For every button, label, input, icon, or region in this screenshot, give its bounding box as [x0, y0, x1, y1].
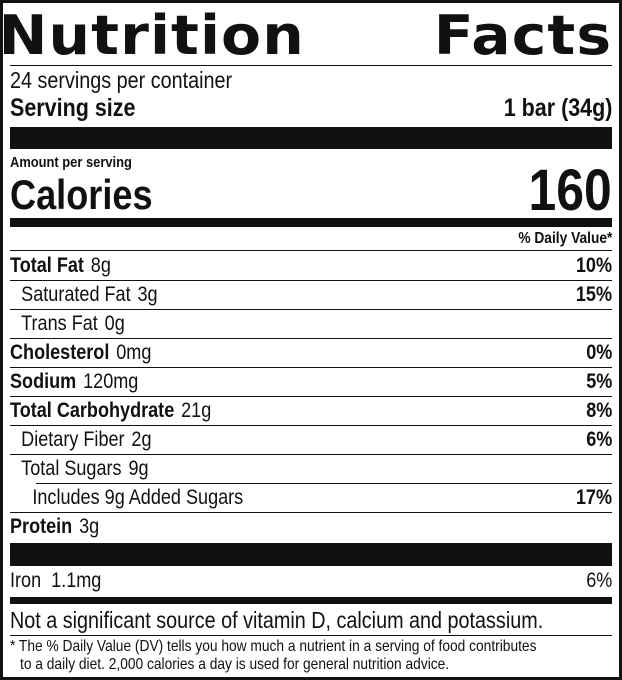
divider — [10, 512, 612, 513]
thick-bar — [10, 543, 612, 566]
serving-size-label: Serving size — [10, 93, 136, 122]
nutrient-name: Total Carbohydrate — [10, 399, 175, 422]
nutrient-name: Protein — [10, 515, 73, 538]
thick-bar — [10, 127, 612, 149]
nutrient-amount: 120mg — [83, 370, 139, 393]
title-facts: Facts — [433, 3, 612, 67]
nutrient-row: Dietary Fiber 2g 6% — [10, 426, 612, 454]
nutrient-name: Includes 9g Added Sugars — [32, 486, 244, 509]
nutrient-dv: 17% — [575, 486, 612, 509]
nutrient-amount: 0g — [104, 312, 125, 335]
divider — [10, 309, 612, 310]
nutrient-name: Iron — [10, 569, 42, 592]
medium-bar — [10, 218, 612, 227]
nutrient-dv: 5% — [585, 370, 612, 393]
nutrient-name: Total Sugars — [21, 457, 122, 480]
nutrient-row: Protein 3g — [10, 513, 612, 541]
title-nutrition: Nutrition — [0, 3, 305, 67]
nutrient-amount: 9g — [128, 457, 149, 480]
nutrient-amount: 0mg — [116, 341, 152, 364]
nutrient-amount: 3g — [137, 283, 158, 306]
divider — [10, 635, 612, 636]
servings-per-container: 24 servings per container — [10, 66, 233, 93]
nutrient-name: Cholesterol — [10, 341, 110, 364]
divider — [10, 338, 612, 339]
nutrient-amount: 3g — [79, 515, 100, 538]
nutrient-dv: 6% — [585, 569, 612, 592]
nutrient-amount: 8g — [90, 254, 111, 277]
divider — [10, 396, 612, 397]
vitamin-row-iron: Iron 1.1mg 6% — [10, 567, 612, 595]
serving-size-row: Serving size 1 bar (34g) — [10, 94, 612, 122]
calories-value: 160 — [528, 157, 612, 223]
divider — [10, 280, 612, 281]
nutrient-row: Total Carbohydrate 21g 8% — [10, 397, 612, 425]
nutrient-dv: 10% — [575, 254, 612, 277]
nutrient-dv: 0% — [585, 341, 612, 364]
divider — [36, 483, 612, 484]
nutrient-name: Sodium — [10, 370, 77, 393]
calories-label: Calories — [10, 171, 153, 218]
nutrient-row: Total Fat 8g 10% — [10, 252, 612, 280]
not-significant-note: Not a significant source of vitamin D, c… — [10, 606, 544, 633]
divider — [10, 454, 612, 455]
nutrient-amount: 21g — [181, 399, 212, 422]
divider — [10, 250, 612, 251]
nutrient-name: Trans Fat — [21, 312, 98, 335]
nutrient-dv: 8% — [585, 399, 612, 422]
label-title: Nutrition Facts — [0, 4, 612, 67]
nutrient-amount: 1.1mg — [51, 569, 102, 592]
nutrient-dv: 15% — [575, 283, 612, 306]
daily-value-header: % Daily Value* — [517, 230, 612, 247]
nutrient-row: Trans Fat 0g — [10, 310, 612, 338]
divider — [10, 367, 612, 368]
divider — [10, 425, 612, 426]
nutrient-row: Cholesterol 0mg 0% — [10, 339, 612, 367]
nutrient-row: Sodium 120mg 5% — [10, 368, 612, 396]
nutrient-dv: 6% — [585, 428, 612, 451]
nutrient-row: Total Sugars 9g — [10, 455, 612, 483]
nutrient-name: Saturated Fat — [21, 283, 131, 306]
serving-size-value: 1 bar (34g) — [503, 93, 612, 122]
nutrient-name: Total Fat — [10, 254, 84, 277]
medium-bar — [10, 597, 612, 604]
nutrient-amount: 2g — [131, 428, 152, 451]
nutrient-name: Dietary Fiber — [21, 428, 125, 451]
amount-per-serving: Amount per serving — [10, 153, 132, 171]
nutrient-row: Saturated Fat 3g 15% — [10, 281, 612, 309]
calories-row: Calories 160 — [10, 158, 612, 223]
divider — [10, 65, 612, 66]
footnote: * The % Daily Value (DV) tells you how m… — [10, 638, 537, 673]
nutrient-row: Includes 9g Added Sugars 17% — [10, 484, 612, 512]
